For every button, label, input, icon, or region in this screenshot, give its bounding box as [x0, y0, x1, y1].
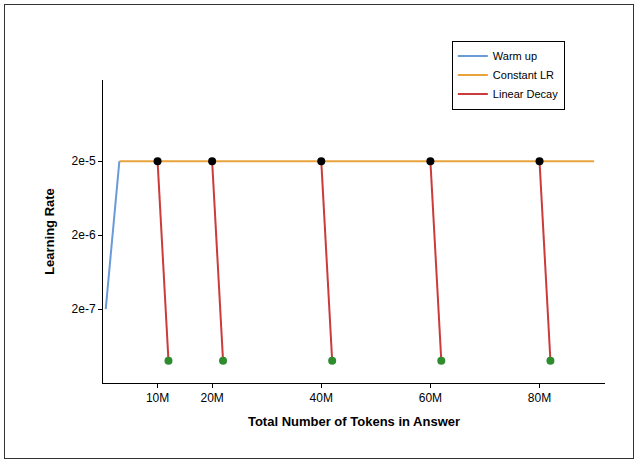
svg-text:40M: 40M — [310, 391, 333, 405]
svg-text:2e-5: 2e-5 — [72, 154, 96, 168]
svg-text:20M: 20M — [200, 391, 223, 405]
svg-text:Total Number of Tokens in Answ: Total Number of Tokens in Answer — [248, 414, 460, 429]
svg-text:Warm up: Warm up — [493, 50, 537, 62]
svg-text:60M: 60M — [419, 391, 442, 405]
svg-text:10M: 10M — [146, 391, 169, 405]
svg-text:2e-6: 2e-6 — [72, 228, 96, 242]
svg-text:Constant LR: Constant LR — [493, 69, 554, 81]
svg-text:Learning Rate: Learning Rate — [42, 188, 57, 275]
svg-text:2e-7: 2e-7 — [72, 302, 96, 316]
svg-text:80M: 80M — [528, 391, 551, 405]
svg-text:Linear Decay: Linear Decay — [493, 88, 558, 100]
